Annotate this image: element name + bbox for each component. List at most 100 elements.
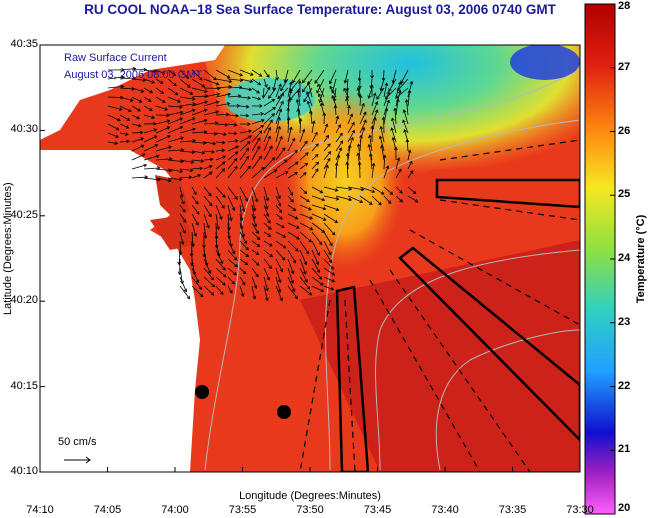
current-vector — [191, 231, 194, 247]
current-vector-head — [318, 241, 323, 246]
current-vector — [346, 78, 349, 92]
current-vector — [239, 285, 244, 297]
current-vector — [143, 96, 152, 102]
current-vector — [167, 105, 183, 108]
current-vector-head — [260, 124, 265, 129]
y-tick-label: 40:20 — [10, 294, 38, 307]
current-vector-head — [257, 81, 262, 86]
current-vector — [275, 84, 282, 98]
current-vector-head — [309, 226, 314, 231]
current-vector-head — [359, 199, 364, 204]
current-vector-head — [280, 87, 284, 92]
current-vector-head — [245, 147, 250, 152]
current-vector — [239, 249, 249, 257]
current-vector — [323, 135, 329, 143]
current-vector — [263, 186, 269, 201]
current-vector-head — [255, 262, 260, 266]
current-vector-head — [298, 80, 302, 84]
current-vector-head — [387, 200, 392, 204]
current-vector-head — [167, 134, 171, 139]
current-vector-head — [209, 157, 214, 162]
current-vector-head — [371, 189, 376, 194]
current-vector — [275, 69, 278, 80]
current-vector-head — [172, 72, 177, 76]
current-vector-head — [195, 211, 200, 215]
current-vector — [215, 168, 225, 179]
current-vector-head — [278, 209, 283, 214]
current-vector — [251, 130, 262, 143]
current-vector-head — [292, 259, 297, 264]
current-vector-head — [191, 117, 196, 121]
current-vector — [131, 132, 143, 134]
current-vector-head — [306, 91, 310, 95]
current-vector-head — [180, 241, 185, 245]
current-vector-head — [213, 132, 218, 136]
sampling-box-1 — [435, 178, 580, 209]
current-vector-head — [255, 230, 259, 235]
current-vector-head — [191, 108, 196, 113]
current-vector-head — [129, 98, 134, 102]
current-vector-head — [271, 157, 276, 161]
current-vector — [263, 249, 273, 258]
current-vector-head — [242, 270, 247, 275]
current-vector-head — [253, 223, 258, 228]
current-vector — [299, 240, 310, 255]
current-vector-head — [140, 144, 145, 149]
current-vector — [263, 86, 271, 98]
current-vector — [191, 167, 203, 170]
current-vector-head — [139, 130, 144, 135]
current-vector-head — [268, 243, 273, 247]
current-vector — [397, 78, 409, 91]
current-vector — [383, 108, 388, 125]
y-tick-label: 40:15 — [10, 379, 38, 392]
current-vector — [251, 213, 257, 227]
current-vector-head — [291, 137, 296, 142]
current-vector — [227, 95, 241, 98]
current-vector — [335, 116, 339, 125]
current-vector-head — [277, 202, 282, 207]
current-vector-head — [277, 95, 281, 100]
current-vector — [239, 130, 252, 134]
current-vector — [311, 132, 318, 143]
current-vector — [383, 82, 388, 98]
current-vector-head — [126, 139, 130, 144]
sampling-box-3 — [335, 285, 370, 472]
contour-mid — [325, 119, 580, 471]
current-vector — [203, 101, 219, 107]
current-vector-head — [290, 270, 295, 275]
current-vector — [311, 204, 326, 210]
current-vector-head — [315, 143, 319, 147]
current-vector — [143, 87, 153, 94]
current-vector — [334, 105, 337, 116]
current-vector-head — [215, 100, 220, 105]
current-vector — [329, 69, 337, 84]
current-vector — [371, 93, 376, 107]
current-vector-head — [290, 199, 294, 203]
current-vector-head — [396, 157, 401, 161]
current-vector — [155, 126, 170, 134]
current-vector-head — [234, 165, 238, 170]
current-vector — [383, 186, 393, 195]
current-vector — [203, 132, 217, 135]
current-vector-head — [259, 104, 263, 108]
current-vector-head — [363, 119, 367, 124]
current-vector-head — [374, 101, 379, 105]
current-vector-head — [201, 150, 206, 155]
current-vector-head — [287, 98, 291, 102]
current-vector-head — [138, 123, 142, 128]
current-vector-head — [221, 168, 226, 172]
colorbar-tick-label: 21 — [618, 443, 631, 456]
current-vector — [359, 186, 375, 193]
current-vector — [251, 155, 262, 170]
current-vector-head — [349, 113, 354, 118]
current-vector — [203, 150, 215, 153]
current-vector-head — [261, 167, 265, 171]
current-vector — [299, 222, 313, 231]
current-vector — [251, 119, 265, 125]
current-vector — [317, 83, 325, 98]
current-vector — [263, 258, 272, 269]
current-vector-head — [277, 195, 281, 200]
current-vector — [239, 213, 243, 230]
current-vector-head — [252, 295, 257, 300]
current-vector-head — [334, 188, 339, 192]
